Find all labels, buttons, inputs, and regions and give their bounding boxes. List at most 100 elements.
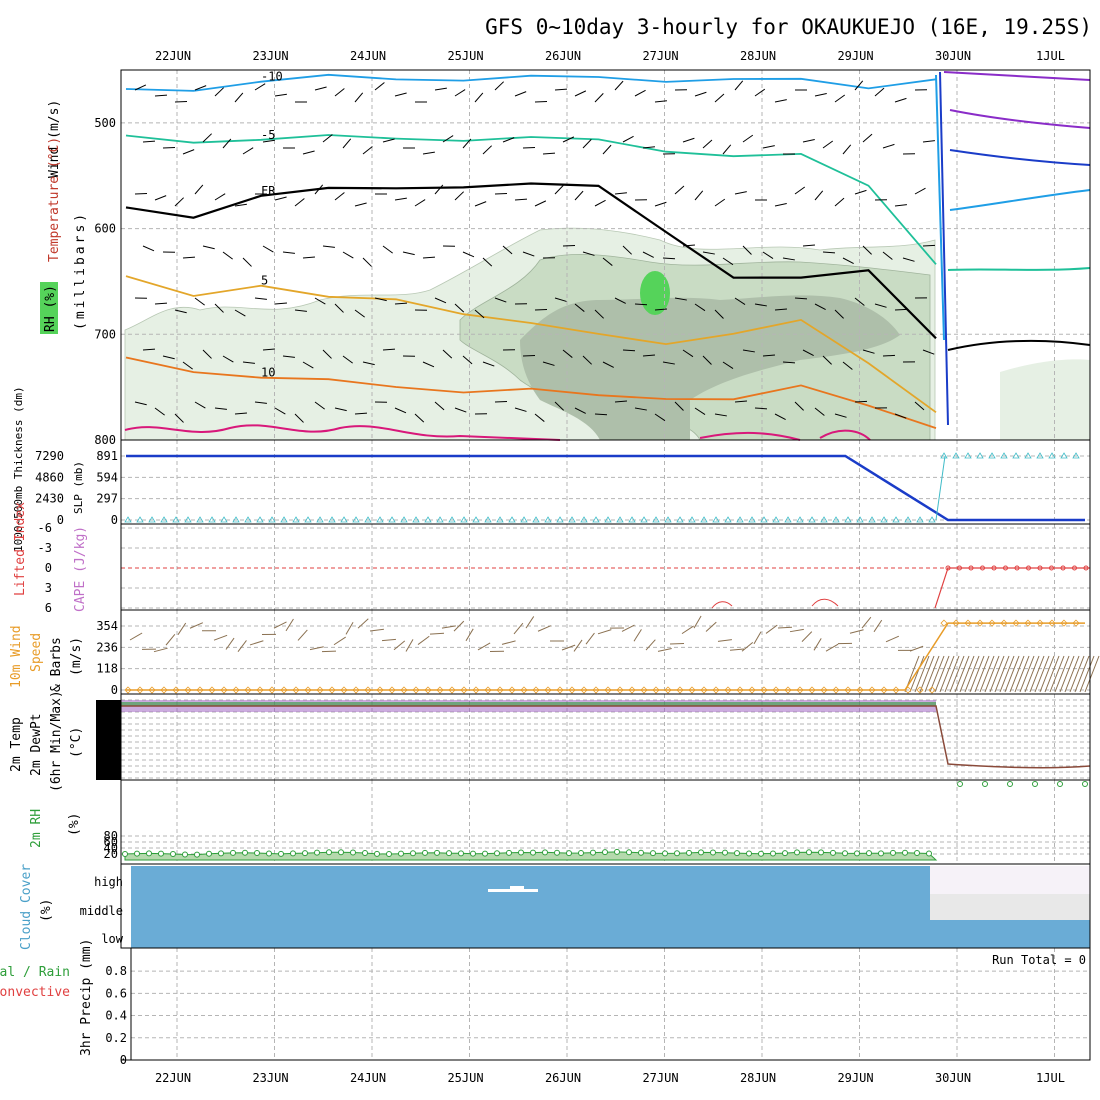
thickness-marker: [424, 516, 432, 523]
wind-barb: [154, 195, 167, 201]
wind-barb: [794, 297, 808, 300]
wind-barb: [714, 309, 724, 319]
rh2m-marker: [818, 849, 824, 856]
wind-barb: [614, 192, 627, 195]
rh2m-marker: [626, 849, 632, 856]
rh2m-marker: [866, 850, 872, 857]
thickness-marker: [736, 516, 744, 523]
surface-barb-strong: [959, 655, 975, 693]
upper-air-panel: -10 -5 FR 5 10 500 600 700 800 Wind (m/s) Tempe…: [40, 69, 1091, 447]
surface-barb-strong: [984, 655, 1000, 693]
surface-barb: [825, 643, 839, 652]
thickness-marker: [484, 516, 492, 523]
wind-speed-marker: [412, 686, 420, 694]
temp2m-axis-label-3: (6hr Min/Max): [49, 690, 64, 792]
date-axis-bottom: 22JUN 23JUN 24JUN 25JUN 26JUN 27JUN 28JUN 29JUN…: [155, 1071, 1065, 1085]
wind-speed-marker: [652, 686, 660, 694]
thickness-marker: [820, 516, 828, 523]
surface-barb-strong: [1069, 655, 1085, 693]
wind-barb: [154, 302, 168, 305]
wind-barb: [502, 137, 515, 143]
li-tick-label: 0: [45, 561, 52, 575]
wind-barb: [502, 245, 513, 255]
date-label-bottom: 25JUN: [447, 1071, 483, 1085]
temperature-contour-10: [125, 356, 937, 429]
wind-barb: [222, 355, 234, 363]
surface-barb: [177, 622, 187, 635]
wind-speed-marker: [940, 619, 948, 627]
precip-tick-label: 0.8: [105, 964, 127, 978]
date-label-top: 22JUN: [155, 49, 191, 63]
thickness-marker: [196, 516, 204, 523]
surface-barb: [357, 618, 369, 629]
slp-thickness-panel: 891 7290 594 4860 297 2430 0 0 1000~500mb Thick…: [12, 386, 1091, 552]
wind-barb: [454, 89, 466, 97]
wind-speed-marker: [568, 686, 576, 694]
wind-barb: [434, 184, 444, 195]
wind-barb: [294, 198, 305, 207]
surface-barb-strong: [989, 655, 1005, 693]
lifted-index-marker: [980, 565, 985, 571]
wind-speed-marker: [316, 686, 324, 694]
thickness-marker: [208, 516, 216, 523]
thickness-marker: [496, 516, 504, 523]
wind-barb: [602, 257, 613, 266]
slp-series-line: [126, 454, 1085, 522]
wind-barb: [522, 251, 535, 257]
wind-barb: [554, 297, 567, 302]
rh2m-marker: [254, 850, 260, 857]
lifted-index-marker: [1026, 565, 1031, 571]
lifted-index-marker: [991, 565, 997, 571]
wind-barb: [434, 87, 447, 91]
wind-barb: [554, 88, 568, 91]
wind-barb: [754, 303, 767, 307]
rh2m-marker: [518, 849, 524, 856]
thickness-marker: [784, 516, 792, 523]
wind-barb: [594, 199, 606, 207]
surface-barb: [333, 636, 346, 646]
surface-barb: [573, 639, 583, 652]
thickness-marker: [232, 516, 240, 523]
wind-barb: [182, 149, 195, 155]
rh2m-marker: [734, 850, 740, 857]
wind-barb: [674, 297, 687, 301]
surface-barb: [717, 639, 732, 642]
wind-barb: [774, 308, 787, 311]
lifted-index-axis-label: Lifted Index: [13, 502, 28, 596]
wind-speed-marker: [448, 686, 456, 694]
surface-barb-strong: [939, 655, 955, 693]
surface-barb-strong: [974, 655, 990, 693]
rh2m-marker: [854, 850, 860, 857]
wind-barb: [594, 92, 604, 103]
wind-barb: [482, 361, 495, 367]
surface-barb: [393, 640, 406, 651]
surface-barb: [849, 629, 864, 634]
wind-barb: [854, 189, 867, 195]
wind-barb: [862, 349, 875, 354]
thickness-marker: [868, 516, 876, 523]
slp-tick-label: 297: [96, 492, 118, 506]
wind-barb: [394, 302, 408, 305]
wind-barb: [414, 199, 426, 207]
wind-barb: [682, 244, 696, 247]
wind-speed-marker: [232, 686, 240, 694]
wind-barb: [794, 186, 806, 195]
date-label-bottom: 23JUN: [252, 1071, 288, 1085]
rh2m-marker: [926, 850, 932, 857]
wind-barb: [534, 308, 548, 311]
wind-tick-label: 236: [96, 640, 118, 654]
surface-barb-strong: [969, 655, 985, 693]
wind-speed-marker: [292, 686, 300, 694]
rh2m-marker: [374, 850, 380, 857]
temperature-contour-15: [124, 424, 871, 441]
surface-barb-strong: [934, 655, 950, 693]
surface-barb-strong: [924, 655, 940, 693]
surface-barb: [225, 637, 235, 650]
wind-barb: [614, 297, 626, 304]
surface-barb: [669, 642, 685, 645]
thickness-marker: [508, 516, 516, 523]
wind-barb: [354, 412, 368, 415]
lifted-index-jump: [934, 567, 1090, 609]
thickness-marker: [472, 516, 480, 523]
wind-barb: [574, 190, 584, 201]
